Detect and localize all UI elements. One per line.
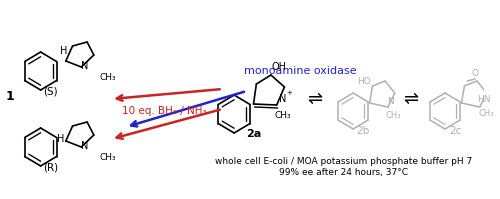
Text: N: N [82, 141, 89, 151]
Text: N: N [388, 97, 394, 105]
Text: CH₃: CH₃ [100, 152, 116, 162]
Text: ⇌: ⇌ [404, 90, 419, 108]
Text: ⇌: ⇌ [307, 90, 322, 108]
Text: whole cell E-coli / MOA potassium phosphate buffer pH 7: whole cell E-coli / MOA potassium phosph… [215, 156, 472, 166]
Text: 2a: 2a [246, 129, 261, 139]
Text: OH: OH [271, 62, 286, 72]
Text: +: + [286, 90, 292, 96]
Text: H: H [58, 134, 64, 144]
Text: CH₃: CH₃ [274, 111, 291, 121]
Text: N: N [82, 61, 89, 71]
Text: CH₃: CH₃ [100, 72, 116, 82]
Text: HN: HN [477, 95, 490, 103]
Text: CH₃: CH₃ [479, 109, 494, 118]
Text: O: O [472, 68, 478, 77]
Text: monoamine oxidase: monoamine oxidase [244, 66, 356, 76]
Text: (S): (S) [43, 86, 58, 96]
Text: 2c: 2c [450, 126, 462, 136]
Text: CH₃: CH₃ [385, 110, 400, 120]
Text: (R): (R) [42, 162, 58, 172]
Text: H: H [60, 46, 68, 56]
Text: 1: 1 [6, 91, 14, 103]
Text: N: N [279, 94, 286, 104]
Text: HO: HO [357, 76, 370, 86]
Text: 99% ee after 24 hours, 37°C: 99% ee after 24 hours, 37°C [279, 169, 408, 178]
Text: 2b: 2b [356, 126, 370, 136]
Text: 10 eq. BH₃ / NH₃: 10 eq. BH₃ / NH₃ [122, 106, 207, 116]
